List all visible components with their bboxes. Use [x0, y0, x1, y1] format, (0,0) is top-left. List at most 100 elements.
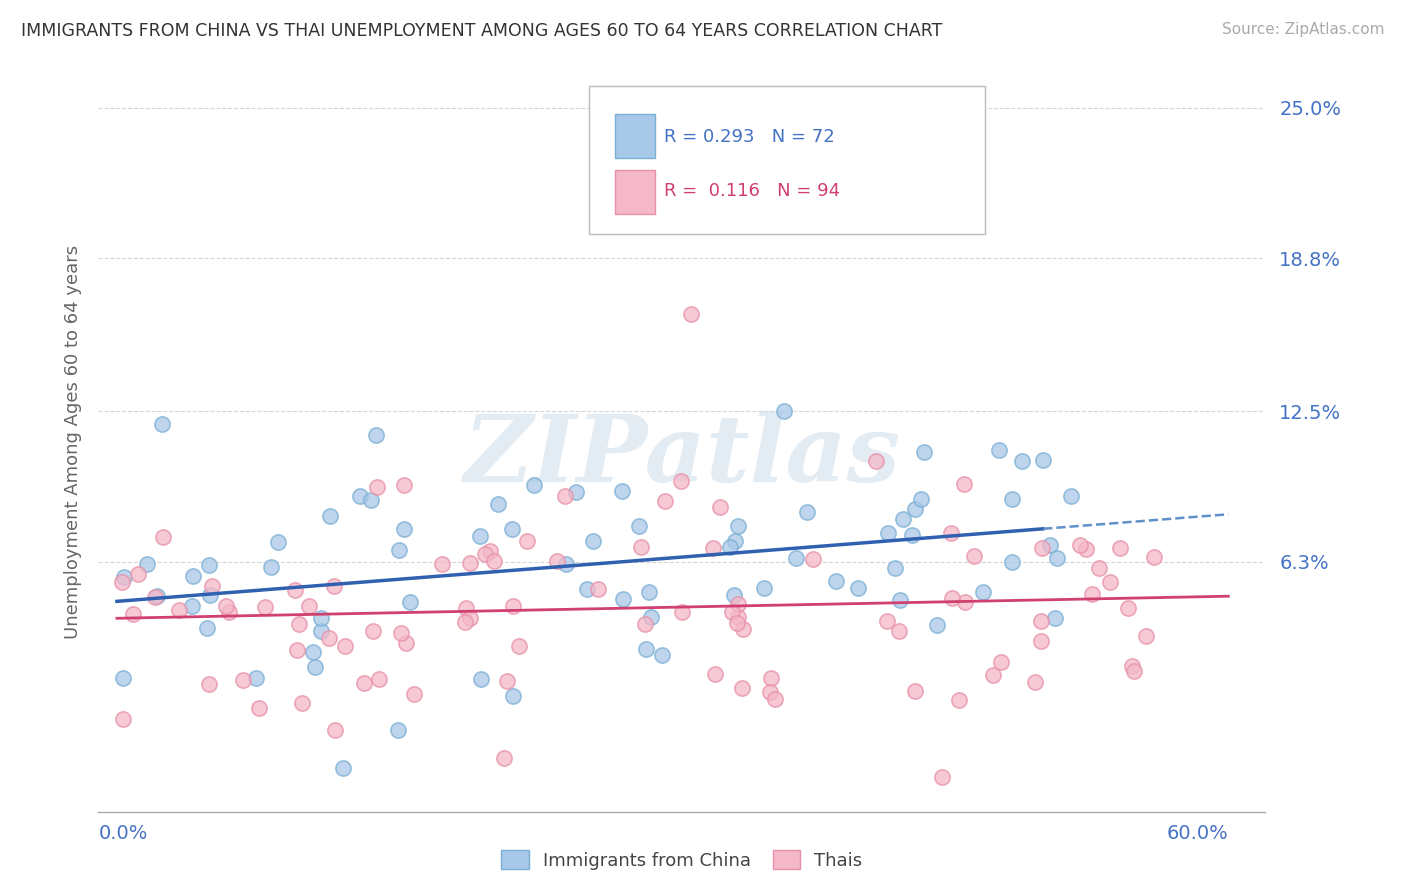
- Point: [366, 480, 388, 494]
- Point: [245, 671, 267, 685]
- Point: [152, 531, 174, 545]
- Point: [496, 674, 519, 689]
- Point: [366, 428, 388, 442]
- Point: [502, 599, 524, 614]
- Point: [953, 595, 976, 609]
- Point: [389, 625, 412, 640]
- Point: [180, 599, 202, 614]
- Point: [637, 585, 659, 599]
- Point: [681, 307, 703, 321]
- Point: [865, 453, 887, 467]
- FancyBboxPatch shape: [589, 87, 986, 235]
- Point: [1135, 630, 1157, 644]
- Point: [636, 641, 658, 656]
- Point: [311, 611, 333, 625]
- Point: [201, 579, 224, 593]
- Point: [332, 761, 354, 775]
- Point: [458, 611, 481, 625]
- Point: [474, 547, 496, 561]
- Point: [633, 616, 655, 631]
- Point: [197, 558, 219, 572]
- Point: [478, 544, 501, 558]
- Point: [323, 579, 346, 593]
- Point: [247, 701, 270, 715]
- Point: [727, 519, 749, 533]
- Point: [1074, 542, 1097, 557]
- Point: [1032, 452, 1054, 467]
- Point: [654, 494, 676, 508]
- Text: R =  0.116   N = 94: R = 0.116 N = 94: [665, 182, 841, 201]
- Point: [112, 671, 135, 685]
- Point: [948, 693, 970, 707]
- Point: [876, 614, 898, 628]
- Text: ZIPatlas: ZIPatlas: [464, 411, 900, 501]
- Point: [167, 602, 190, 616]
- Point: [910, 491, 932, 506]
- Point: [759, 671, 782, 685]
- Point: [318, 631, 340, 645]
- Point: [309, 624, 332, 639]
- Point: [1121, 658, 1143, 673]
- Text: R = 0.293   N = 72: R = 0.293 N = 72: [665, 128, 835, 145]
- Point: [1118, 600, 1140, 615]
- Point: [1060, 489, 1083, 503]
- Point: [671, 605, 693, 619]
- Point: [877, 526, 900, 541]
- Point: [470, 673, 492, 687]
- Point: [718, 540, 741, 554]
- Point: [1143, 549, 1166, 564]
- Point: [727, 597, 749, 611]
- Point: [284, 583, 307, 598]
- Point: [516, 534, 538, 549]
- Point: [785, 550, 807, 565]
- Point: [508, 639, 530, 653]
- Point: [333, 640, 356, 654]
- Point: [367, 672, 389, 686]
- Point: [702, 541, 724, 556]
- Point: [392, 522, 415, 536]
- Point: [801, 552, 824, 566]
- Point: [884, 561, 907, 575]
- Point: [772, 404, 794, 418]
- Point: [181, 569, 204, 583]
- Point: [136, 557, 159, 571]
- Point: [146, 589, 169, 603]
- Point: [1011, 454, 1033, 468]
- Point: [990, 656, 1012, 670]
- Point: [733, 623, 755, 637]
- Point: [825, 574, 848, 589]
- Point: [754, 581, 776, 595]
- Point: [546, 554, 568, 568]
- Point: [304, 660, 326, 674]
- Point: [285, 642, 308, 657]
- Text: IMMIGRANTS FROM CHINA VS THAI UNEMPLOYMENT AMONG AGES 60 TO 64 YEARS CORRELATION: IMMIGRANTS FROM CHINA VS THAI UNEMPLOYME…: [21, 22, 942, 40]
- Point: [111, 712, 134, 726]
- Point: [319, 509, 342, 524]
- Point: [889, 624, 911, 639]
- Point: [253, 599, 276, 614]
- Point: [1087, 561, 1109, 575]
- Point: [972, 585, 994, 599]
- Point: [889, 593, 911, 607]
- Point: [555, 557, 578, 571]
- Point: [267, 534, 290, 549]
- Point: [759, 685, 782, 699]
- Point: [402, 687, 425, 701]
- Point: [724, 533, 747, 548]
- Point: [398, 595, 420, 609]
- Point: [215, 599, 238, 614]
- Point: [981, 668, 1004, 682]
- Point: [939, 525, 962, 540]
- Legend: Immigrants from China, Thais: Immigrants from China, Thais: [495, 842, 869, 877]
- Point: [458, 556, 481, 570]
- Point: [360, 492, 382, 507]
- Point: [912, 445, 935, 459]
- Point: [361, 624, 384, 639]
- Point: [121, 607, 143, 622]
- Point: [353, 676, 375, 690]
- Text: Source: ZipAtlas.com: Source: ZipAtlas.com: [1222, 22, 1385, 37]
- Point: [482, 554, 505, 568]
- Point: [486, 497, 509, 511]
- Text: 0.0%: 0.0%: [98, 824, 148, 843]
- FancyBboxPatch shape: [616, 114, 655, 158]
